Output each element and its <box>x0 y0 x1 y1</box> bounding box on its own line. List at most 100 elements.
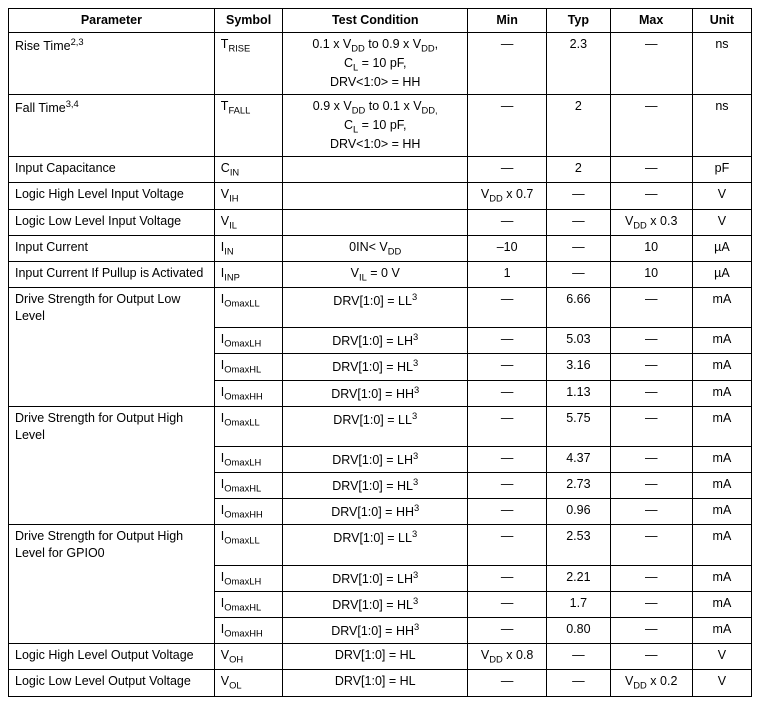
cell-symbol: IOmaxLL <box>214 288 283 328</box>
cell-min: — <box>468 670 547 696</box>
cell-max: 10 <box>610 235 692 261</box>
row-drive-gpio0-2: IOmaxHLDRV[1:0] = HL3—1.7—mA <box>9 591 752 617</box>
cell-condition: DRV[1:0] = HL3 <box>283 473 468 499</box>
cell-min: — <box>468 525 547 565</box>
col-symbol: Symbol <box>214 9 283 33</box>
row-iinp: Input Current If Pullup is ActivatedIINP… <box>9 261 752 287</box>
row-drive-gpio0-0: Drive Strength for Output HighLevel for … <box>9 525 752 565</box>
cell-max: — <box>610 591 692 617</box>
cell-condition: DRV[1:0] = LH3 <box>283 447 468 473</box>
cell-param: Drive Strength for Output LowLevel <box>9 288 215 328</box>
cell-condition: DRV[1:0] = HL <box>283 670 468 696</box>
cell-min: — <box>468 380 547 406</box>
cell-typ: 1.13 <box>547 380 610 406</box>
col-max: Max <box>610 9 692 33</box>
cell-max: — <box>610 447 692 473</box>
cell-symbol: IOmaxHL <box>214 473 283 499</box>
cell-typ: 2 <box>547 95 610 157</box>
cell-symbol: IOmaxLL <box>214 406 283 446</box>
cell-symbol: IOmaxLH <box>214 328 283 354</box>
cell-typ: 2.3 <box>547 32 610 94</box>
cell-unit: mA <box>692 328 751 354</box>
cell-unit: mA <box>692 380 751 406</box>
cell-typ: 2.21 <box>547 565 610 591</box>
cell-param <box>9 565 215 591</box>
cell-min: VDD x 0.7 <box>468 183 547 209</box>
cell-param: Drive Strength for Output HighLevel <box>9 406 215 446</box>
cell-condition <box>283 157 468 183</box>
row-voh: Logic High Level Output VoltageVOHDRV[1:… <box>9 644 752 670</box>
cell-param: Input Current If Pullup is Activated <box>9 261 215 287</box>
cell-unit: pF <box>692 157 751 183</box>
cell-min: — <box>468 406 547 446</box>
cell-condition: DRV[1:0] = HL <box>283 644 468 670</box>
cell-param <box>9 618 215 644</box>
cell-min: — <box>468 288 547 328</box>
cell-max: — <box>610 157 692 183</box>
cell-min: — <box>468 591 547 617</box>
cell-condition: VIL = 0 V <box>283 261 468 287</box>
cell-param <box>9 473 215 499</box>
row-drive-gpio0-3: IOmaxHHDRV[1:0] = HH3—0.80—mA <box>9 618 752 644</box>
row-drive-low-3: IOmaxHHDRV[1:0] = HH3—1.13—mA <box>9 380 752 406</box>
cell-min: — <box>468 618 547 644</box>
cell-min: –10 <box>468 235 547 261</box>
cell-typ: 6.66 <box>547 288 610 328</box>
cell-unit: V <box>692 209 751 235</box>
cell-symbol: CIN <box>214 157 283 183</box>
cell-param: Drive Strength for Output HighLevel for … <box>9 525 215 565</box>
cell-typ: 3.16 <box>547 354 610 380</box>
row-drive-low-2: IOmaxHLDRV[1:0] = HL3—3.16—mA <box>9 354 752 380</box>
col-typ: Typ <box>547 9 610 33</box>
cell-max: — <box>610 32 692 94</box>
cell-min: — <box>468 209 547 235</box>
cell-unit: mA <box>692 288 751 328</box>
cell-unit: mA <box>692 447 751 473</box>
cell-unit: mA <box>692 565 751 591</box>
row-drive-high-2: IOmaxHLDRV[1:0] = HL3—2.73—mA <box>9 473 752 499</box>
cell-unit: µA <box>692 235 751 261</box>
spec-table: Parameter Symbol Test Condition Min Typ … <box>8 8 752 697</box>
cell-typ: — <box>547 209 610 235</box>
cell-max: — <box>610 499 692 525</box>
cell-min: — <box>468 328 547 354</box>
row-iin: Input CurrentIIN0IN< VDD–10—10µA <box>9 235 752 261</box>
cell-condition: DRV[1:0] = LL3 <box>283 525 468 565</box>
row-cin: Input CapacitanceCIN—2—pF <box>9 157 752 183</box>
cell-condition <box>283 209 468 235</box>
cell-max: — <box>610 183 692 209</box>
col-unit: Unit <box>692 9 751 33</box>
cell-symbol: IOmaxHL <box>214 591 283 617</box>
cell-param <box>9 380 215 406</box>
cell-symbol: VIL <box>214 209 283 235</box>
cell-symbol: IIN <box>214 235 283 261</box>
cell-symbol: VIH <box>214 183 283 209</box>
cell-condition: DRV[1:0] = HH3 <box>283 499 468 525</box>
row-vil: Logic Low Level Input VoltageVIL——VDD x … <box>9 209 752 235</box>
cell-max: VDD x 0.3 <box>610 209 692 235</box>
cell-typ: — <box>547 670 610 696</box>
cell-param: Logic Low Level Input Voltage <box>9 209 215 235</box>
cell-condition: DRV[1:0] = HL3 <box>283 354 468 380</box>
cell-max: 10 <box>610 261 692 287</box>
cell-condition: DRV[1:0] = LL3 <box>283 406 468 446</box>
cell-typ: 0.80 <box>547 618 610 644</box>
cell-typ: 2 <box>547 157 610 183</box>
col-condition: Test Condition <box>283 9 468 33</box>
cell-unit: mA <box>692 406 751 446</box>
cell-max: — <box>610 354 692 380</box>
cell-condition: DRV[1:0] = HH3 <box>283 380 468 406</box>
cell-symbol: IINP <box>214 261 283 287</box>
cell-unit: µA <box>692 261 751 287</box>
row-drive-high-1: IOmaxLHDRV[1:0] = LH3—4.37—mA <box>9 447 752 473</box>
cell-unit: V <box>692 644 751 670</box>
cell-unit: V <box>692 670 751 696</box>
cell-min: — <box>468 32 547 94</box>
cell-min: — <box>468 95 547 157</box>
cell-min: VDD x 0.8 <box>468 644 547 670</box>
cell-symbol: IOmaxHH <box>214 380 283 406</box>
cell-max: — <box>610 380 692 406</box>
header-row: Parameter Symbol Test Condition Min Typ … <box>9 9 752 33</box>
cell-param: Rise Time2,3 <box>9 32 215 94</box>
cell-symbol: VOH <box>214 644 283 670</box>
